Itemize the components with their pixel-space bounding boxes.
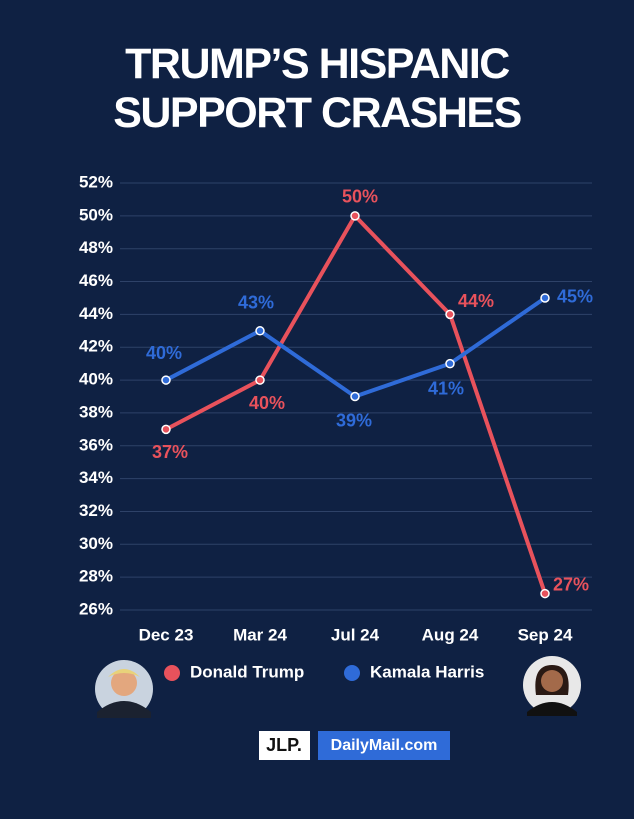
data-label: 41% xyxy=(428,378,464,398)
data-label: 27% xyxy=(553,574,589,594)
series-line xyxy=(165,213,547,595)
y-tick-label: 42% xyxy=(79,337,113,356)
jlp-logo xyxy=(259,731,310,760)
y-tick-label: 36% xyxy=(79,435,113,454)
y-tick-label: 46% xyxy=(79,271,113,290)
y-tick-label: 30% xyxy=(79,534,113,553)
y-tick-label: 52% xyxy=(79,172,113,191)
y-tick-label: 26% xyxy=(79,599,113,618)
y-tick-label: 44% xyxy=(79,304,113,323)
x-tick-label: Jul 24 xyxy=(331,625,380,644)
y-tick-label: 32% xyxy=(79,501,113,520)
y-tick-label: 34% xyxy=(79,468,113,487)
y-tick-label: 48% xyxy=(79,238,113,257)
y-tick-label: 38% xyxy=(79,402,113,421)
data-point xyxy=(445,309,455,320)
source-logo: JLP. xyxy=(266,735,302,755)
x-tick-label: Dec 23 xyxy=(139,625,194,644)
data-label: 45% xyxy=(557,287,593,307)
harris-photo xyxy=(523,656,581,716)
source-logo: DailyMail.com xyxy=(331,737,438,754)
legend-marker xyxy=(344,665,360,681)
x-tick-label: Sep 24 xyxy=(518,625,573,644)
data-point xyxy=(255,375,265,385)
data-point xyxy=(445,358,455,369)
legend-label: Kamala Harris xyxy=(370,662,484,681)
y-tick-label: 50% xyxy=(79,205,113,224)
y-tick-label: 40% xyxy=(79,370,113,389)
data-label: 37% xyxy=(152,442,188,462)
data-label: 50% xyxy=(342,187,378,207)
legend-label: Donald Trump xyxy=(190,662,304,681)
data-point xyxy=(255,326,265,336)
dailymail-logo xyxy=(318,731,450,760)
data-point xyxy=(540,588,550,599)
data-point xyxy=(350,391,360,402)
y-tick-label: 28% xyxy=(79,567,113,586)
legend-marker xyxy=(164,665,180,681)
data-label: 44% xyxy=(458,291,494,311)
data-label: 40% xyxy=(146,343,182,363)
data-point xyxy=(540,293,550,303)
chart-title: TRUMP’S HISPANIC SUPPORT CRASHES xyxy=(113,40,522,137)
data-label: 43% xyxy=(238,293,274,313)
x-tick-label: Mar 24 xyxy=(233,625,287,644)
data-point xyxy=(161,424,171,435)
data-label: 40% xyxy=(249,393,285,413)
data-point xyxy=(161,375,171,385)
data-label: 39% xyxy=(336,410,372,430)
x-tick-label: Aug 24 xyxy=(422,625,479,644)
data-point xyxy=(350,211,360,221)
trump-photo xyxy=(95,660,153,718)
